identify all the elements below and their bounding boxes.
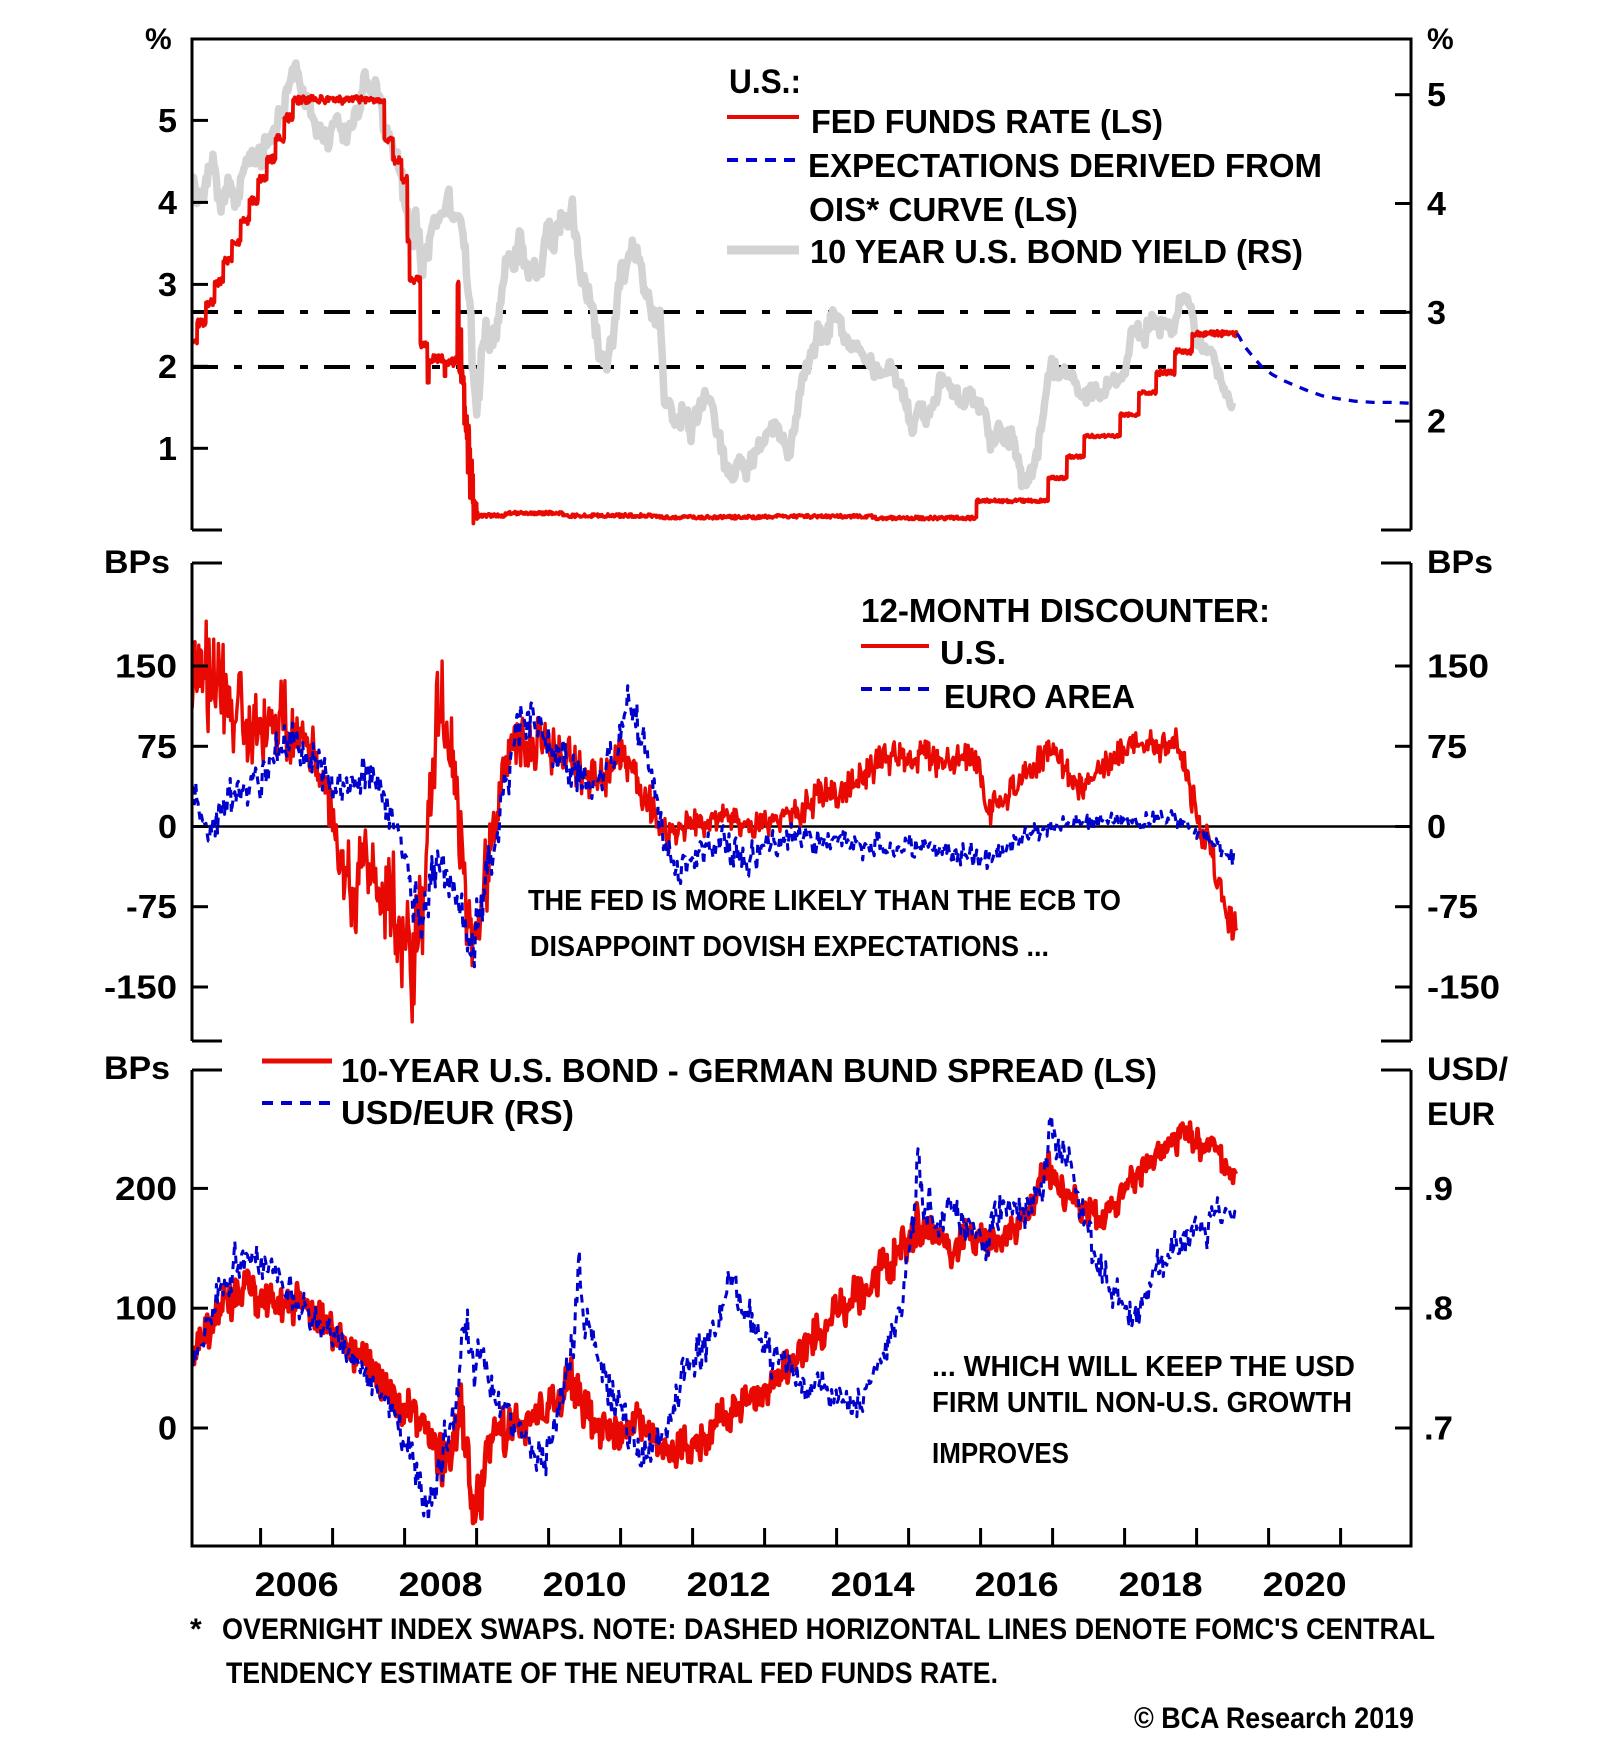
svg-text:... WHICH WILL KEEP THE USD: ... WHICH WILL KEEP THE USD	[932, 1351, 1355, 1383]
svg-text:0: 0	[1427, 808, 1446, 845]
svg-text:100: 100	[115, 1290, 177, 1327]
svg-text:© BCA Research 2019: © BCA Research 2019	[1134, 1702, 1414, 1735]
svg-text:IMPROVES: IMPROVES	[932, 1438, 1069, 1470]
svg-text:USD/EUR (RS): USD/EUR (RS)	[341, 1094, 574, 1131]
svg-text:2: 2	[158, 348, 177, 385]
svg-text:-150: -150	[1427, 968, 1500, 1005]
svg-text:2006: 2006	[255, 1566, 339, 1604]
svg-text:2014: 2014	[831, 1566, 915, 1604]
svg-text:75: 75	[1427, 728, 1467, 765]
svg-text:0: 0	[158, 1410, 177, 1447]
svg-text:75: 75	[137, 728, 177, 765]
svg-text:2008: 2008	[399, 1566, 483, 1604]
svg-text:1: 1	[158, 430, 177, 467]
svg-text:200: 200	[115, 1170, 177, 1207]
svg-text:OIS* CURVE (LS): OIS* CURVE (LS)	[809, 191, 1078, 228]
svg-text:U.S.:: U.S.:	[729, 63, 801, 101]
svg-text:2012: 2012	[687, 1566, 771, 1604]
svg-text:2018: 2018	[1119, 1566, 1203, 1604]
svg-text:.8: .8	[1424, 1290, 1453, 1327]
svg-text:U.S.: U.S.	[940, 634, 1006, 671]
svg-text:5: 5	[158, 102, 177, 139]
svg-text:150: 150	[115, 648, 177, 685]
svg-text:2016: 2016	[975, 1566, 1059, 1604]
svg-text:TENDENCY ESTIMATE OF THE NEUTR: TENDENCY ESTIMATE OF THE NEUTRAL FED FUN…	[226, 1657, 998, 1690]
svg-text:4: 4	[158, 184, 178, 221]
svg-text:DISAPPOINT DOVISH EXPECTATIONS: DISAPPOINT DOVISH EXPECTATIONS ...	[530, 931, 1049, 963]
svg-text:2: 2	[1427, 403, 1446, 440]
svg-text:-150: -150	[104, 968, 177, 1005]
svg-text:12-MONTH DISCOUNTER:: 12-MONTH DISCOUNTER:	[861, 592, 1270, 629]
svg-text:BPs: BPs	[104, 1050, 170, 1086]
svg-text:-75: -75	[126, 888, 177, 925]
svg-text:-75: -75	[1427, 888, 1478, 925]
svg-text:10-YEAR U.S. BOND - GERMAN BUN: 10-YEAR U.S. BOND - GERMAN BUND SPREAD (…	[341, 1052, 1157, 1089]
svg-text:150: 150	[1427, 648, 1489, 685]
svg-text:EURO AREA: EURO AREA	[944, 678, 1135, 715]
svg-text:2020: 2020	[1263, 1566, 1347, 1604]
svg-text:%: %	[145, 23, 172, 56]
svg-text:FED FUNDS RATE (LS): FED FUNDS RATE (LS)	[811, 103, 1163, 140]
svg-text:OVERNIGHT INDEX SWAPS. NOTE: D: OVERNIGHT INDEX SWAPS. NOTE: DASHED HORI…	[222, 1613, 1435, 1646]
svg-text:.7: .7	[1424, 1410, 1453, 1447]
svg-text:THE FED IS MORE LIKELY THAN TH: THE FED IS MORE LIKELY THAN THE ECB TO	[528, 885, 1121, 917]
svg-text:10 YEAR U.S. BOND YIELD (RS): 10 YEAR U.S. BOND YIELD (RS)	[810, 233, 1303, 270]
svg-text:3: 3	[158, 266, 177, 303]
svg-text:USD/: USD/	[1427, 1051, 1508, 1087]
svg-text:*: *	[190, 1613, 202, 1646]
svg-text:2010: 2010	[543, 1566, 627, 1604]
svg-text:%: %	[1427, 23, 1454, 56]
svg-text:BPs: BPs	[104, 544, 170, 580]
svg-text:FIRM UNTIL NON-U.S. GROWTH: FIRM UNTIL NON-U.S. GROWTH	[932, 1387, 1352, 1419]
svg-text:EUR: EUR	[1427, 1096, 1495, 1132]
svg-text:0: 0	[158, 808, 177, 845]
svg-text:5: 5	[1427, 76, 1446, 113]
svg-text:.9: .9	[1424, 1170, 1453, 1207]
svg-text:EXPECTATIONS DERIVED FROM: EXPECTATIONS DERIVED FROM	[808, 147, 1322, 184]
svg-text:BPs: BPs	[1427, 544, 1493, 580]
svg-text:4: 4	[1427, 185, 1447, 222]
svg-text:3: 3	[1427, 294, 1446, 331]
